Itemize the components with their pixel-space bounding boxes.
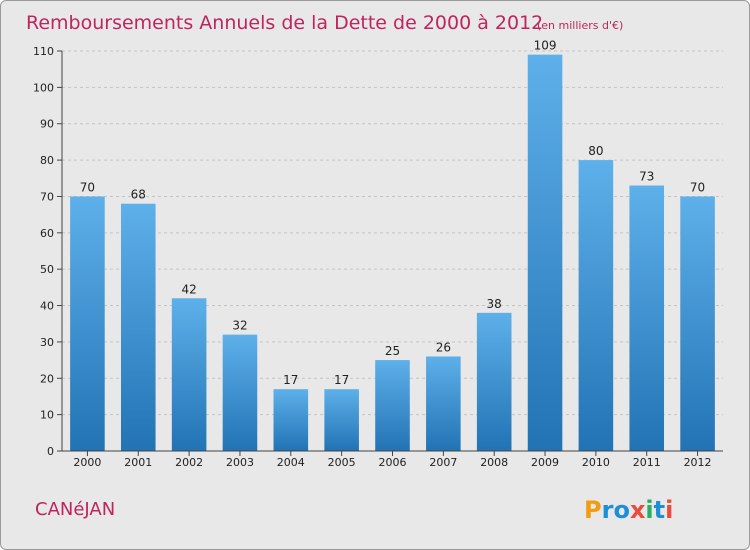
y-tick-label: 90 bbox=[40, 118, 54, 131]
y-tick-label: 20 bbox=[40, 372, 54, 385]
axes: 0 10 20 30 40 50 60 70 80 90 100 110 2000 2001 2002 200… bbox=[33, 45, 723, 469]
bar bbox=[476, 312, 512, 451]
data-label: 109 bbox=[534, 39, 557, 53]
data-label: 42 bbox=[181, 282, 196, 296]
chart-subtitle: (en milliers d'€) bbox=[537, 19, 623, 32]
data-label: 17 bbox=[283, 373, 298, 387]
x-tick-label: 2007 bbox=[429, 456, 457, 469]
x-tick-label: 2000 bbox=[73, 456, 101, 469]
y-tick-label: 10 bbox=[40, 409, 54, 422]
bar bbox=[70, 196, 105, 451]
bar bbox=[273, 389, 309, 451]
bar bbox=[375, 360, 410, 451]
y-tick-label: 30 bbox=[40, 336, 54, 349]
y-tick-label: 60 bbox=[40, 227, 54, 240]
data-label: 26 bbox=[436, 340, 451, 354]
y-tick-label: 80 bbox=[40, 154, 54, 167]
data-label: 17 bbox=[334, 373, 349, 387]
y-tick-label: 70 bbox=[40, 190, 54, 203]
bar bbox=[680, 196, 715, 451]
x-tick-label: 2005 bbox=[328, 456, 356, 469]
x-tick-label: 2001 bbox=[124, 456, 152, 469]
x-tick-label: 2010 bbox=[582, 456, 610, 469]
x-tick-label: 2004 bbox=[277, 456, 305, 469]
data-label: 25 bbox=[385, 344, 400, 358]
y-tick-label: 100 bbox=[33, 81, 54, 94]
logo-letter: i bbox=[665, 496, 673, 524]
bar bbox=[426, 356, 461, 451]
x-tick-label: 2006 bbox=[379, 456, 407, 469]
bars: 70 68 42 32 17 17 25 26 38 109 80 73 70 bbox=[70, 39, 715, 452]
data-label: 70 bbox=[690, 180, 705, 194]
logo-letter: r bbox=[602, 496, 614, 524]
y-tick-label: 50 bbox=[40, 263, 54, 276]
x-tick-label: 2002 bbox=[175, 456, 203, 469]
x-tick-label: 2008 bbox=[480, 456, 508, 469]
logo-letter: t bbox=[654, 496, 665, 524]
x-tick-label: 2011 bbox=[633, 456, 661, 469]
bar bbox=[171, 298, 207, 451]
x-tick-label: 2012 bbox=[684, 456, 712, 469]
commune-name: CANéJAN bbox=[35, 499, 115, 520]
logo-letter: o bbox=[613, 496, 630, 524]
bar bbox=[222, 334, 258, 451]
bar bbox=[578, 160, 614, 451]
data-label: 70 bbox=[80, 180, 95, 194]
logo-letter: i bbox=[645, 496, 653, 524]
bar bbox=[527, 54, 563, 452]
y-tick-label: 110 bbox=[33, 45, 54, 58]
logo-letter: P bbox=[584, 496, 602, 524]
bar bbox=[629, 185, 665, 451]
data-label: 32 bbox=[232, 319, 247, 333]
bar bbox=[120, 203, 156, 451]
bar bbox=[324, 389, 359, 451]
x-tick-label: 2003 bbox=[226, 456, 254, 469]
x-tick-label: 2009 bbox=[531, 456, 559, 469]
data-label: 73 bbox=[639, 170, 654, 184]
logo-letter: x bbox=[630, 496, 646, 524]
data-label: 68 bbox=[131, 188, 146, 202]
data-label: 38 bbox=[487, 297, 502, 311]
data-label: 80 bbox=[588, 144, 603, 158]
chart-title: Remboursements Annuels de la Dette de 20… bbox=[26, 12, 543, 34]
proxiti-logo: Proxiti bbox=[584, 496, 673, 524]
y-tick-label: 40 bbox=[40, 300, 54, 313]
y-tick-label: 0 bbox=[47, 445, 54, 458]
